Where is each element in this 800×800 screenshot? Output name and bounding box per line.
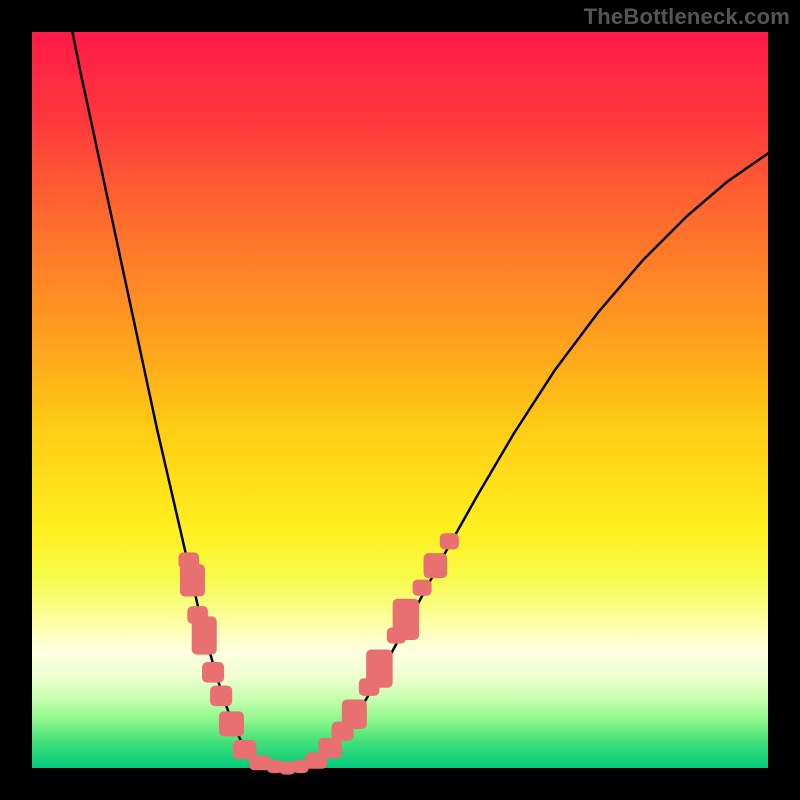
curve-marker bbox=[366, 650, 393, 688]
curve-marker bbox=[202, 662, 224, 683]
chart-svg bbox=[0, 0, 800, 800]
curve-marker bbox=[180, 564, 205, 596]
curve-marker bbox=[413, 580, 432, 596]
curve-marker bbox=[342, 700, 367, 729]
curve-marker bbox=[393, 599, 420, 640]
curve-marker bbox=[192, 616, 217, 654]
curve-marker bbox=[424, 553, 448, 578]
curve-marker bbox=[219, 711, 244, 736]
curve-marker bbox=[440, 533, 459, 549]
curve-marker bbox=[318, 738, 342, 759]
chart-canvas: TheBottleneck.com bbox=[0, 0, 800, 800]
curve-marker bbox=[210, 686, 232, 707]
watermark-text: TheBottleneck.com bbox=[584, 4, 790, 30]
plot-area bbox=[32, 32, 768, 768]
